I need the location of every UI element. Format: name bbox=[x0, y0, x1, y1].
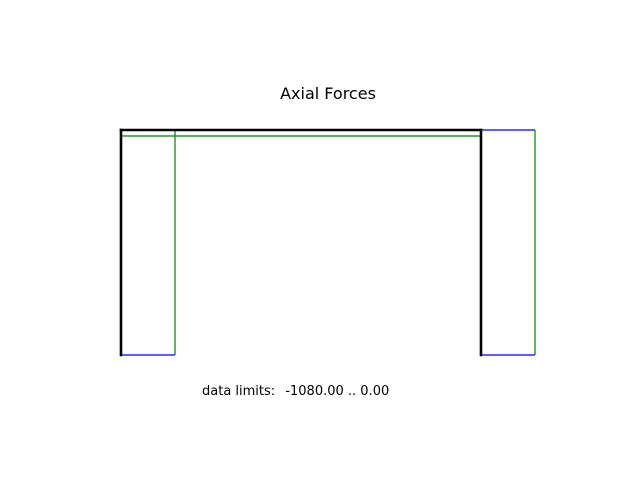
figure-title: Axial Forces bbox=[280, 84, 376, 103]
data-limits-label: data limits: bbox=[202, 384, 275, 399]
data-limits-caption: data limits: -1080.00 .. 0.00 bbox=[202, 384, 389, 399]
data-limits-value: -1080.00 .. 0.00 bbox=[285, 384, 389, 399]
frame-structure bbox=[119, 128, 483, 357]
axial-force-diagram bbox=[121, 129, 536, 356]
